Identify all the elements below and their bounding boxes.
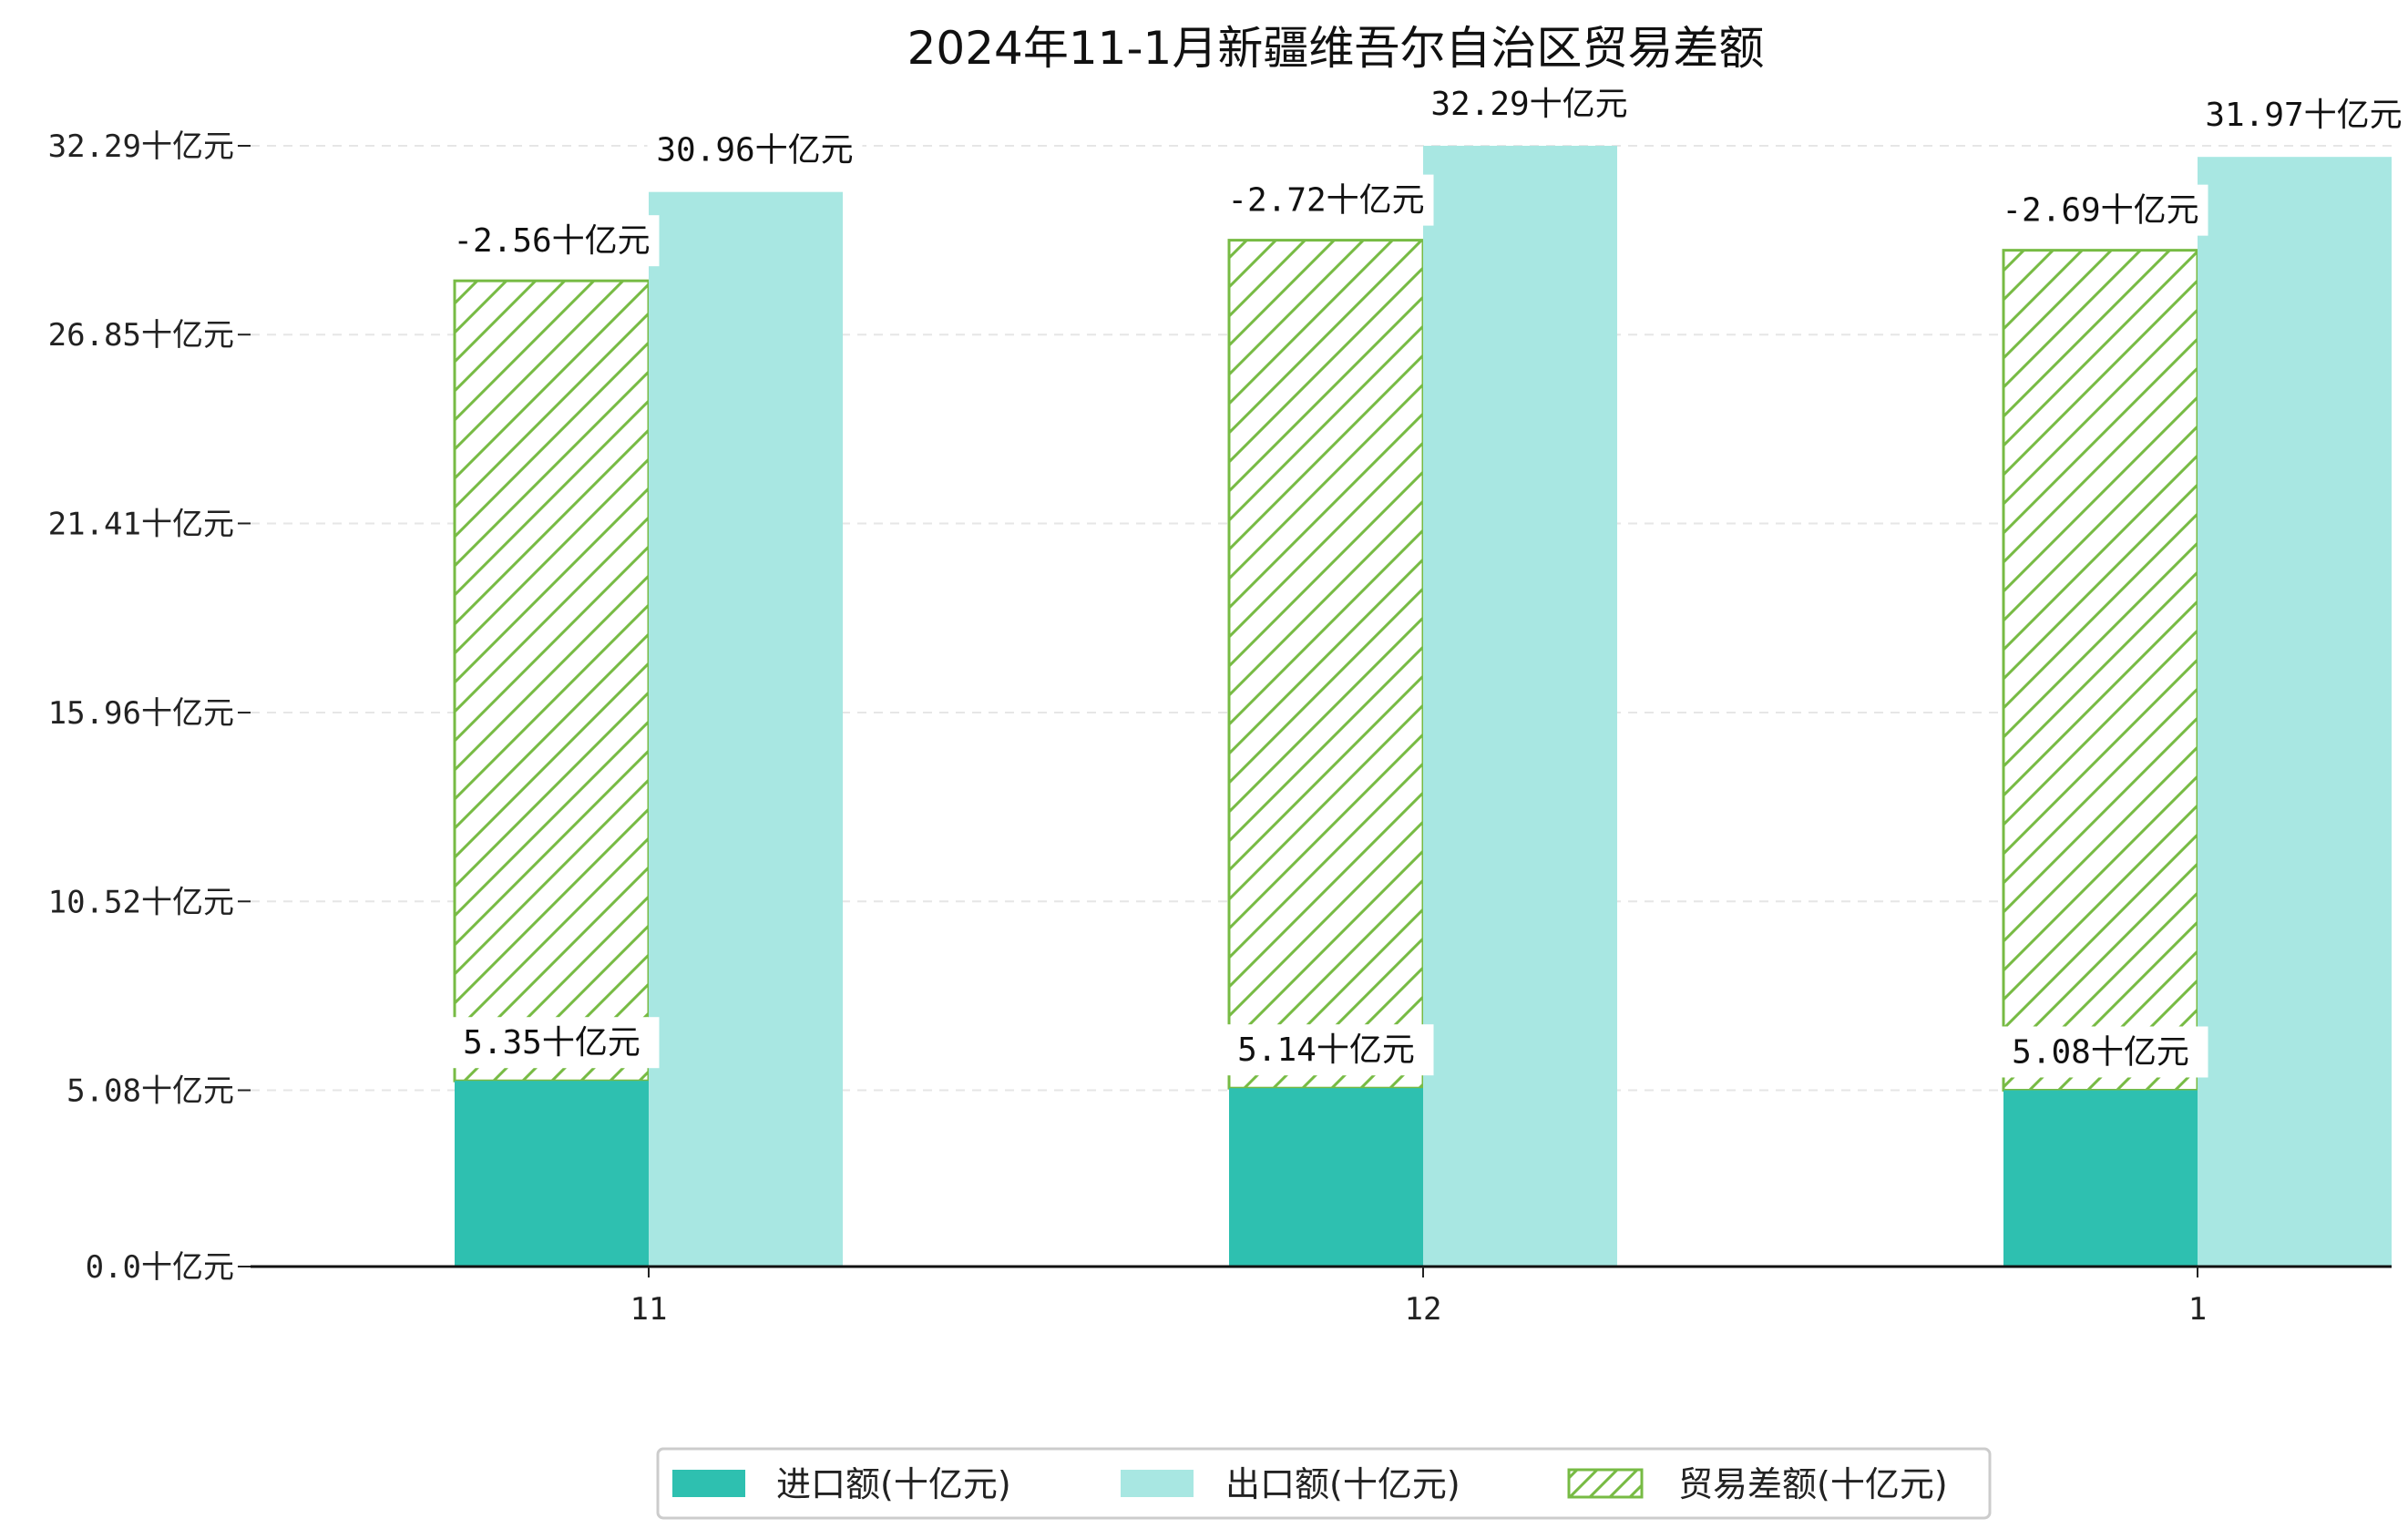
data-label-balance-group: -2.69十亿元 bbox=[1993, 184, 2208, 236]
data-labels: 30.96十亿元 -2.56十亿元 5.35十亿元 32.29十亿元 -2.72十亿元 5… bbox=[444, 78, 2408, 1078]
chart-title: 2024年11-1月新疆维吾尔自治区贸易差额 bbox=[907, 22, 1765, 75]
data-label-imports: 5.35十亿元 bbox=[463, 1024, 640, 1062]
y-tick-label: 15.96十亿元 bbox=[48, 695, 234, 732]
data-label-exports-group: 32.29十亿元 bbox=[1421, 78, 1637, 129]
bar-balance bbox=[453, 279, 651, 1082]
legend-label-exports: 出口额(十亿元) bbox=[1225, 1464, 1460, 1504]
data-label-balance: -2.69十亿元 bbox=[2002, 192, 2198, 230]
axes: 0.0十亿元 5.08十亿元 10.52十亿元 15.96十亿元 21.41十亿元 26.… bbox=[48, 128, 2392, 1328]
y-tick-label: 10.52十亿元 bbox=[48, 884, 234, 920]
data-label-imports: 5.08十亿元 bbox=[2012, 1033, 2189, 1071]
bar-imports bbox=[1229, 1088, 1423, 1267]
data-label-exports-bg bbox=[2196, 89, 2408, 141]
x-tick-label: 11 bbox=[630, 1291, 668, 1328]
bar-balance bbox=[2002, 249, 2199, 1092]
data-label-exports-group: 30.96十亿元 bbox=[647, 124, 863, 176]
x-tick-label: 1 bbox=[2188, 1291, 2207, 1328]
data-label-balance-bg bbox=[1993, 184, 2208, 236]
data-label-imports-group: 5.14十亿元 bbox=[1218, 1024, 1434, 1076]
legend-label-balance: 贸易差额(十亿元) bbox=[1678, 1464, 1948, 1504]
bar-imports bbox=[455, 1081, 649, 1267]
data-label-exports-group: 31.97十亿元 bbox=[2196, 89, 2408, 141]
data-label-imports-bg bbox=[1218, 1024, 1434, 1076]
data-label-exports: 32.29十亿元 bbox=[1430, 86, 1627, 123]
data-label-balance-bg bbox=[444, 215, 660, 267]
y-tick-label: 32.29十亿元 bbox=[48, 128, 234, 165]
data-label-balance-group: -2.72十亿元 bbox=[1218, 174, 1434, 226]
bar-exports bbox=[2198, 157, 2392, 1267]
data-label-balance-group: -2.56十亿元 bbox=[444, 215, 660, 267]
legend-swatch-imports bbox=[672, 1470, 745, 1497]
legend-swatch-exports bbox=[1121, 1470, 1194, 1497]
bar-balance bbox=[1227, 239, 1425, 1090]
data-label-balance: -2.72十亿元 bbox=[1227, 182, 1424, 220]
data-label-imports-bg bbox=[444, 1017, 660, 1069]
data-label-imports-bg bbox=[1993, 1026, 2208, 1078]
y-tick-label: 5.08十亿元 bbox=[67, 1072, 234, 1109]
y-tick-label: 0.0十亿元 bbox=[86, 1249, 234, 1286]
bar-exports bbox=[1423, 146, 1617, 1267]
legend-box bbox=[656, 1447, 1992, 1520]
data-label-exports-bg bbox=[647, 124, 863, 176]
data-label-exports-bg bbox=[1421, 78, 1637, 129]
bars bbox=[453, 146, 2392, 1267]
y-tick-label: 26.85十亿元 bbox=[48, 317, 234, 354]
data-label-balance: -2.56十亿元 bbox=[453, 222, 650, 260]
data-label-exports: 31.97十亿元 bbox=[2205, 97, 2402, 134]
data-label-imports-group: 5.35十亿元 bbox=[444, 1017, 660, 1069]
legend: 进口额(十亿元) 出口额(十亿元) 贸易差额(十亿元) bbox=[656, 1447, 1992, 1520]
data-label-balance-bg bbox=[1218, 174, 1434, 226]
data-label-exports: 30.96十亿元 bbox=[656, 132, 853, 169]
y-tick-label: 21.41十亿元 bbox=[48, 506, 234, 542]
legend-label-imports: 进口额(十亿元) bbox=[776, 1464, 1011, 1504]
data-label-imports: 5.14十亿元 bbox=[1237, 1031, 1415, 1069]
bar-imports bbox=[2003, 1090, 2198, 1267]
x-tick-label: 12 bbox=[1405, 1291, 1442, 1328]
data-label-imports-group: 5.08十亿元 bbox=[1993, 1026, 2208, 1078]
legend-swatch-balance bbox=[1567, 1468, 1644, 1499]
bar-exports bbox=[649, 191, 843, 1267]
